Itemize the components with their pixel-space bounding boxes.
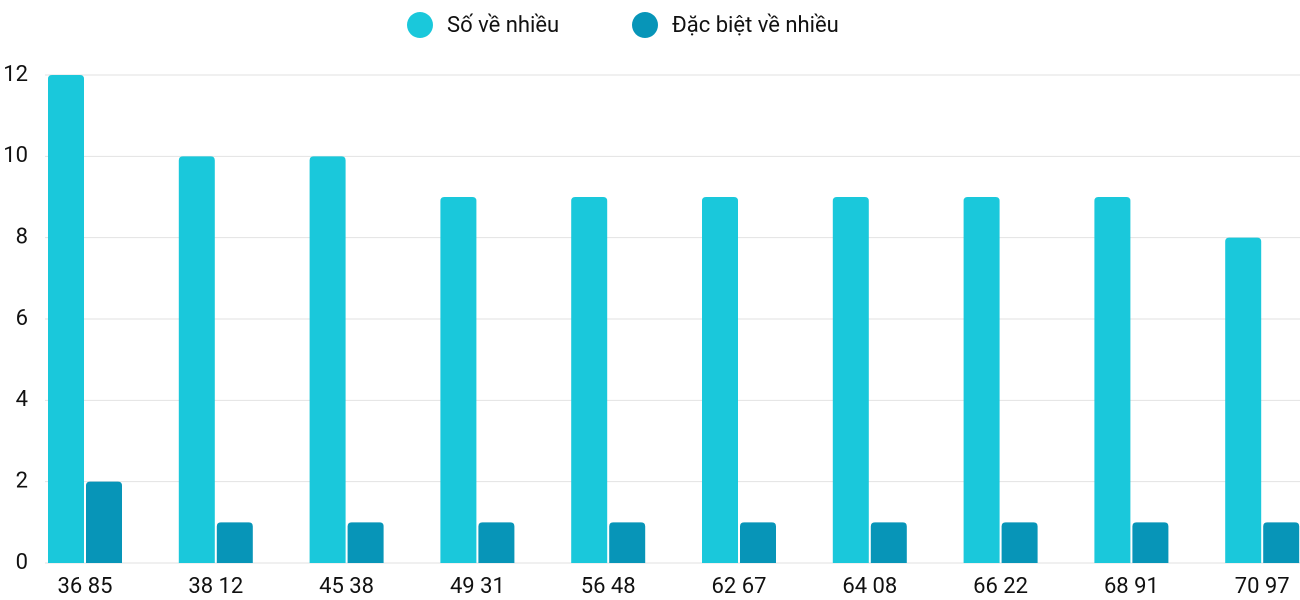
y-tick-label: 10 <box>3 143 28 168</box>
y-tick-label: 12 <box>3 62 28 87</box>
bar <box>309 156 346 564</box>
x-tick-label: 38 12 <box>188 574 243 599</box>
bar <box>347 522 384 563</box>
bar <box>609 522 646 563</box>
x-tick-label: 36 85 <box>58 574 113 599</box>
bar <box>963 197 1000 563</box>
bar <box>86 481 122 563</box>
legend-swatch <box>407 12 433 38</box>
y-tick-label: 0 <box>16 550 28 575</box>
y-tick-label: 2 <box>16 468 28 493</box>
bar <box>1001 522 1038 563</box>
x-tick-label: 66 22 <box>973 574 1028 599</box>
bar <box>832 197 869 563</box>
x-tick-label: 49 31 <box>450 574 505 599</box>
x-tick-label: 64 08 <box>842 574 897 599</box>
x-tick-label: 56 48 <box>581 574 636 599</box>
legend-swatch <box>632 12 658 38</box>
x-tick-label: 62 67 <box>712 574 767 599</box>
x-tick-label: 45 38 <box>319 574 374 599</box>
legend-label: Số về nhiều <box>447 13 559 38</box>
y-tick-label: 4 <box>16 387 28 412</box>
legend-label: Đặc biệt về nhiều <box>672 13 839 38</box>
bar <box>440 197 477 563</box>
bar <box>216 522 253 563</box>
y-tick-label: 8 <box>16 224 28 249</box>
x-tick-label: 68 91 <box>1104 574 1159 599</box>
bar <box>702 197 738 563</box>
bar <box>1225 237 1262 563</box>
bar <box>1132 522 1169 563</box>
bar <box>571 197 608 563</box>
y-tick-label: 6 <box>16 306 28 331</box>
bar <box>478 522 515 563</box>
bar <box>48 75 84 563</box>
bar <box>870 522 907 563</box>
x-tick-label: 70 97 <box>1235 574 1290 599</box>
bar <box>178 156 215 564</box>
bar <box>1094 197 1131 563</box>
bar <box>1263 522 1300 563</box>
bar <box>740 522 776 563</box>
